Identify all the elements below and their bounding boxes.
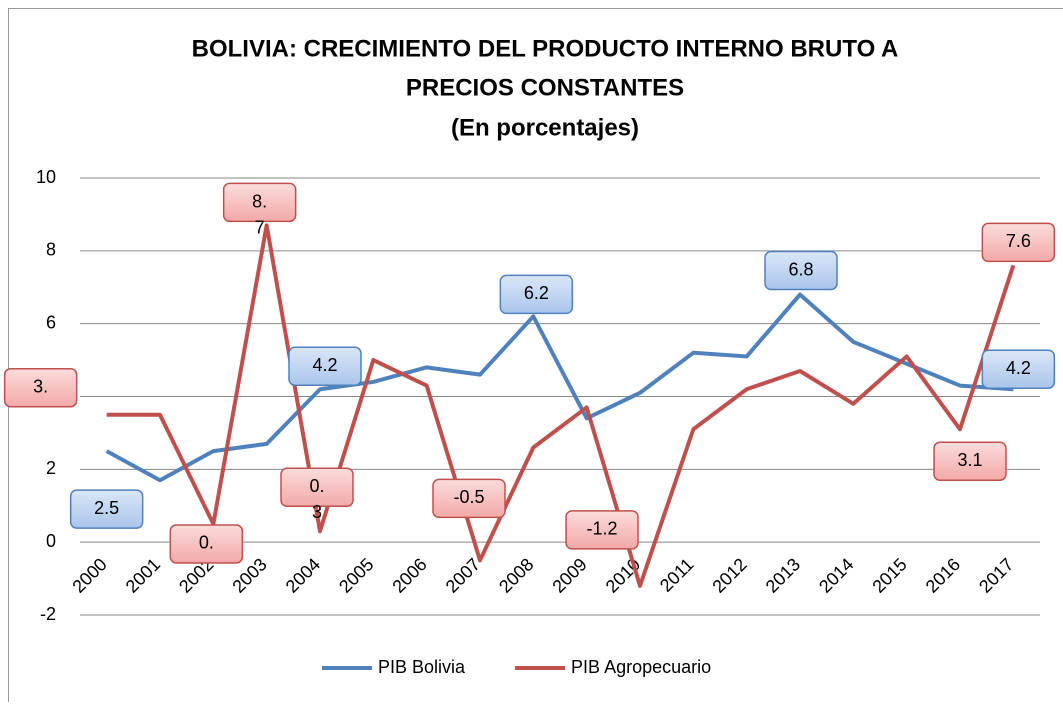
data-label: -1.2	[586, 519, 617, 539]
x-tick-label: 2016	[922, 554, 964, 596]
data-label: 3.1	[957, 450, 982, 470]
data-label: 3.	[33, 376, 48, 396]
chart-subtitle: (En porcentajes)	[451, 114, 639, 141]
chart-title: BOLIVIA: CRECIMIENTO DEL PRODUCTO INTERN…	[192, 35, 899, 62]
x-tick-label: 2013	[762, 554, 804, 596]
legend-label: PIB Bolivia	[378, 657, 466, 677]
legend-label: PIB Agropecuario	[571, 657, 711, 677]
x-tick-label: 2011	[656, 554, 698, 596]
x-tick-label: 2008	[495, 554, 537, 596]
data-label: 6.2	[524, 283, 549, 303]
y-tick-label: 8	[46, 240, 56, 260]
series-line	[107, 295, 1014, 481]
data-label: -0.5	[453, 487, 484, 507]
x-tick-label: 2009	[548, 554, 590, 596]
y-tick-label: 6	[46, 312, 56, 332]
x-tick-label: 2014	[815, 554, 857, 596]
x-tick-label: 2001	[122, 554, 164, 596]
data-label: 0.	[199, 533, 214, 553]
data-label: 4.2	[1006, 358, 1031, 378]
x-tick-label: 2006	[388, 554, 430, 596]
x-tick-label: 2005	[335, 554, 377, 596]
data-label: 7.6	[1006, 231, 1031, 251]
chart-title: PRECIOS CONSTANTES	[406, 74, 684, 101]
y-tick-label: 10	[36, 167, 56, 187]
chart-frame	[9, 9, 1063, 703]
x-tick-label: 2012	[708, 554, 750, 596]
y-tick-label: 2	[46, 458, 56, 478]
data-label: 6.8	[788, 259, 813, 279]
x-tick-label: 2004	[282, 554, 324, 596]
x-tick-label: 2007	[442, 554, 484, 596]
data-label: 2.5	[94, 498, 119, 518]
y-tick-label: 0	[46, 531, 56, 551]
x-tick-label: 2015	[868, 554, 910, 596]
y-tick-label: -2	[40, 604, 56, 624]
data-label: 4.2	[312, 355, 337, 375]
x-tick-label: 2000	[68, 554, 110, 596]
x-tick-label: 2017	[975, 554, 1017, 596]
